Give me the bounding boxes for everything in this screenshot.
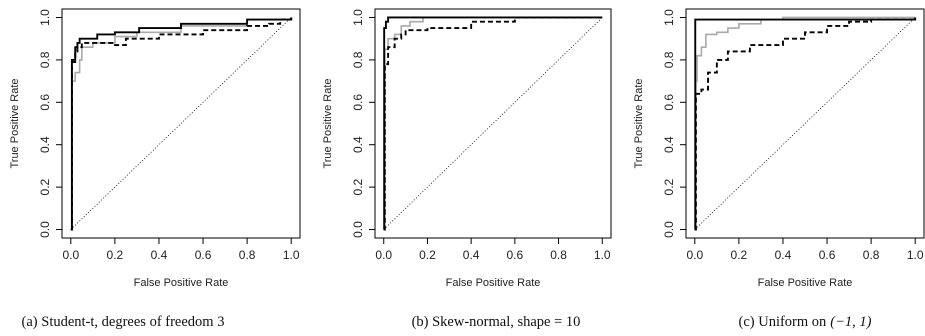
y-axis-title: True Positive Rate xyxy=(322,78,334,168)
y-tick-label: 0.8 xyxy=(662,51,676,68)
x-tick-label: 0.6 xyxy=(819,248,836,262)
panel-caption: (c) Uniform on (−1, 1) xyxy=(739,314,872,330)
y-tick-label: 0.4 xyxy=(351,136,365,153)
roc-panel-2: 0.0 0.2 0.4 0.6 0.8 1.0 0.0 0.2 0.4 0.6 0.8 1.0 Fals… xyxy=(322,8,612,330)
x-axis-title: False Positive Rate xyxy=(134,277,229,289)
y-axis-title: True Positive Rate xyxy=(633,78,645,168)
x-tick-label: 0.8 xyxy=(550,248,567,262)
roc-panel-1: 0.0 0.2 0.4 0.6 0.8 1.0 0.0 0.2 0.4 0.6 0.8 1.0 Fals… xyxy=(9,8,301,330)
x-tick-label: 0.0 xyxy=(62,248,79,262)
y-tick-label: 0.6 xyxy=(662,94,676,111)
y-tick-label: 0.2 xyxy=(662,178,676,195)
roc-curve-dashed-black xyxy=(383,16,603,231)
x-tick-label: 1.0 xyxy=(283,248,300,262)
x-tick-label: 0.6 xyxy=(507,248,524,262)
y-tick-label: 0.0 xyxy=(351,221,365,238)
x-axis-title: False Positive Rate xyxy=(758,277,853,289)
y-axis-title: True Positive Rate xyxy=(9,78,21,168)
x-tick-label: 0.2 xyxy=(107,248,124,262)
y-tick-label: 1.0 xyxy=(662,9,676,26)
roc-curve-solid-black xyxy=(383,16,603,231)
y-tick-label: 0.2 xyxy=(38,178,52,195)
y-tick-label: 0.8 xyxy=(351,51,365,68)
x-tick-label: 0.8 xyxy=(863,248,880,262)
x-tick-label: 1.0 xyxy=(907,248,924,262)
x-tick-label: 0.2 xyxy=(419,248,436,262)
y-tick-label: 0.6 xyxy=(38,94,52,111)
x-tick-label: 0.0 xyxy=(375,248,392,262)
x-tick-label: 0.4 xyxy=(151,248,168,262)
roc-curve-dashed-black xyxy=(694,17,917,231)
y-tick-label: 0.0 xyxy=(38,221,52,238)
y-tick-label: 0.4 xyxy=(662,136,676,153)
x-tick-label: 0.0 xyxy=(686,248,703,262)
x-tick-label: 0.6 xyxy=(195,248,212,262)
plot-frame xyxy=(61,8,301,239)
roc-curve-solid-gray xyxy=(383,16,603,231)
y-tick-label: 0.4 xyxy=(38,136,52,153)
diagonal-reference-line xyxy=(70,17,292,230)
diagonal-reference-line xyxy=(383,17,603,230)
roc-curve-solid-black xyxy=(694,17,917,231)
x-tick-label: 0.4 xyxy=(463,248,480,262)
x-tick-label: 1.0 xyxy=(594,248,611,262)
y-tick-label: 0.6 xyxy=(351,94,365,111)
roc-panel-3: 0.0 0.2 0.4 0.6 0.8 1.0 0.0 0.2 0.4 0.6 0.8 1.0 Fals… xyxy=(633,8,925,330)
panel-caption: (a) Student-t, degrees of freedom 3 xyxy=(22,314,225,330)
x-tick-label: 0.4 xyxy=(775,248,792,262)
y-tick-label: 0.8 xyxy=(38,51,52,68)
y-tick-label: 0.2 xyxy=(351,178,365,195)
roc-curve-solid-black xyxy=(70,17,293,231)
y-tick-label: 0.0 xyxy=(662,221,676,238)
x-tick-label: 0.8 xyxy=(239,248,256,262)
y-tick-label: 1.0 xyxy=(38,9,52,26)
diagonal-reference-line xyxy=(694,17,916,230)
plot-frame xyxy=(374,8,612,239)
x-tick-label: 0.2 xyxy=(731,248,748,262)
plot-frame xyxy=(685,8,925,239)
x-axis-title: False Positive Rate xyxy=(446,277,541,289)
panel-caption: (b) Skew-normal, shape = 10 xyxy=(412,314,581,330)
y-tick-label: 1.0 xyxy=(351,9,365,26)
